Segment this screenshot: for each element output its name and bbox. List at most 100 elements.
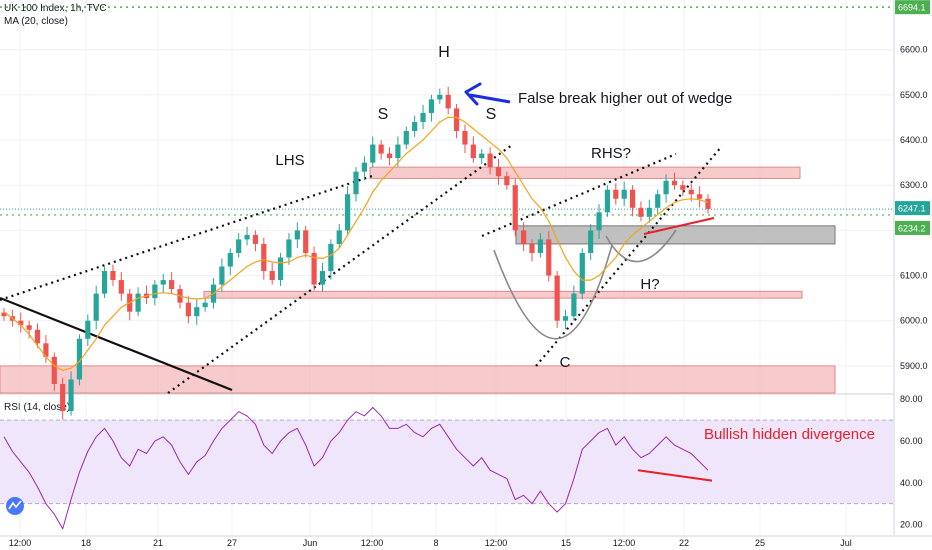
x-tick-label[interactable]: 22 xyxy=(679,538,689,548)
candle-body xyxy=(629,189,636,208)
y-tick-label: 6000.0 xyxy=(900,316,928,326)
rsi-divergence-line xyxy=(637,469,713,482)
candle-body xyxy=(76,338,83,380)
candle-body xyxy=(378,144,384,154)
candle-body xyxy=(286,239,292,258)
annotation-rhs: RHS? xyxy=(591,145,631,162)
candle-body xyxy=(529,243,535,253)
candle-body xyxy=(655,194,661,208)
candle-body xyxy=(571,293,577,317)
x-tick-label[interactable]: 25 xyxy=(755,538,765,548)
candle-body xyxy=(470,144,476,159)
candle-body xyxy=(361,162,367,172)
candle-body xyxy=(370,144,376,163)
candle-body xyxy=(85,320,91,339)
price-label-box xyxy=(895,0,930,15)
handle-arc xyxy=(605,229,677,263)
annotation-right-shoulder: S xyxy=(486,106,497,123)
candle-body xyxy=(18,320,24,326)
rsi-line xyxy=(3,406,709,530)
x-tick-label[interactable]: 27 xyxy=(227,538,237,548)
rsi-tick-label: 20.00 xyxy=(900,520,923,530)
y-tick-label: 6600.0 xyxy=(900,45,928,55)
candle-body xyxy=(294,230,300,240)
candle-body xyxy=(227,252,233,267)
candle-body xyxy=(537,239,543,253)
x-tick-label[interactable]: 12:00 xyxy=(9,538,32,548)
candle-body xyxy=(26,325,32,330)
x-tick-label[interactable]: Jul xyxy=(840,538,852,548)
candle-body xyxy=(169,280,175,290)
candle-body xyxy=(194,307,200,317)
candle-body xyxy=(495,167,502,177)
price-label-box xyxy=(895,220,930,235)
candle-body xyxy=(219,266,225,285)
cup-arc xyxy=(493,244,613,340)
candle-body xyxy=(546,239,552,276)
rsi-tick-label: 80.00 xyxy=(900,394,923,404)
x-tick-label[interactable]: 12:00 xyxy=(485,538,508,548)
candle-body xyxy=(604,189,611,213)
x-tick-label[interactable]: 12:00 xyxy=(361,538,384,548)
candle-body xyxy=(453,108,460,131)
annotation-head: H xyxy=(438,44,450,61)
x-tick-label[interactable]: 15 xyxy=(561,538,571,548)
downtrend-line xyxy=(0,296,233,392)
y-tick-label: 6500.0 xyxy=(900,90,928,100)
arrow-head xyxy=(464,82,482,106)
candle-body xyxy=(680,185,686,190)
candle-body xyxy=(303,230,309,253)
candle-body xyxy=(621,189,627,199)
candle-body xyxy=(345,194,351,231)
price-label: 6247.1 xyxy=(898,204,926,214)
candle-body xyxy=(185,302,191,317)
annotation-lhs: LHS xyxy=(275,152,304,169)
rsi-tick-label: 40.00 xyxy=(900,478,923,488)
price-label: 6694.1 xyxy=(898,3,926,13)
candle-body xyxy=(554,275,560,321)
candle-body xyxy=(521,230,527,244)
zone-mid-gray xyxy=(515,225,836,245)
annotation-bullish-divergence: Bullish hidden divergence xyxy=(704,426,875,443)
annotation-c: C xyxy=(560,354,571,371)
candle-body xyxy=(328,243,334,272)
x-tick-label[interactable]: 21 xyxy=(153,538,163,548)
candle-body xyxy=(319,271,326,285)
candle-body xyxy=(311,252,317,285)
rhs-upper-trendline xyxy=(481,152,677,238)
candle-body xyxy=(202,302,208,308)
candle-body xyxy=(697,194,703,199)
price-label: 6234.2 xyxy=(898,223,926,233)
candle-body xyxy=(688,189,694,195)
candle-body xyxy=(646,207,652,217)
candle-body xyxy=(613,189,619,199)
x-tick-label[interactable]: 18 xyxy=(81,538,91,548)
candle-body xyxy=(596,212,602,231)
candle-body xyxy=(93,293,99,321)
candle-body xyxy=(160,280,166,285)
candle-body xyxy=(353,171,359,195)
zone-low-red xyxy=(203,290,803,299)
x-tick-label[interactable]: Jun xyxy=(303,538,318,548)
candle-body xyxy=(68,379,74,412)
ma-legend: MA (20, close) xyxy=(4,16,68,27)
candle-body xyxy=(705,198,711,210)
y-tick-label: 6300.0 xyxy=(900,180,928,190)
candle-body xyxy=(420,112,426,122)
candle-body xyxy=(479,153,485,159)
candle-body xyxy=(395,144,401,159)
x-tick-label[interactable]: 8 xyxy=(433,538,438,548)
annotation-false-break: False break higher out of wedge xyxy=(518,90,732,107)
candle-body xyxy=(663,180,669,195)
candle-body xyxy=(261,243,267,272)
candle-body xyxy=(487,153,493,168)
arrow-shaft xyxy=(469,93,511,104)
candle-body xyxy=(504,176,510,186)
x-tick-label[interactable]: 12:00 xyxy=(613,538,636,548)
candle-body xyxy=(277,257,284,281)
candle-body xyxy=(428,99,435,113)
candle-body xyxy=(386,153,393,159)
y-tick-label: 6100.0 xyxy=(900,271,928,281)
candle-body xyxy=(152,284,158,299)
